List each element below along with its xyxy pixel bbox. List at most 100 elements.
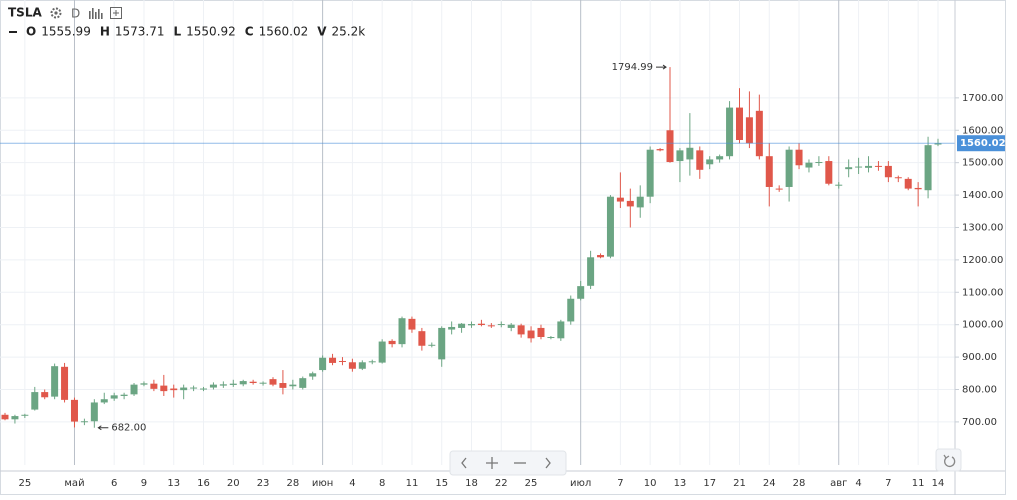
y-tick-label: 1200.00 [962, 255, 1003, 266]
candle-body [51, 366, 59, 397]
candle-body [438, 327, 446, 360]
legend-value: 1555.99 [41, 25, 91, 39]
candle-body [180, 387, 188, 391]
candle-body [299, 378, 307, 388]
x-tick-label: май [64, 478, 84, 489]
candle-body [358, 362, 366, 369]
candle-body [507, 324, 515, 328]
legend-key: L [174, 25, 182, 39]
legend-value: 25.2k [332, 25, 366, 39]
candle-body [785, 149, 793, 187]
x-tick-label: 28 [286, 478, 299, 489]
candle-body [398, 318, 406, 345]
y-tick-label: 800.00 [962, 384, 997, 395]
legend-value: 1550.92 [186, 25, 236, 39]
candle-body [338, 360, 346, 362]
candle-body [527, 330, 535, 339]
candle-body [646, 149, 654, 197]
x-tick-label: 28 [793, 478, 806, 489]
candle-body [765, 156, 773, 187]
candle-body [587, 257, 595, 286]
x-tick-label: июл [570, 478, 591, 489]
candle-body [368, 361, 376, 363]
x-tick-label: 8 [379, 478, 385, 489]
compare-icon[interactable] [89, 8, 103, 19]
candle-body [249, 381, 257, 384]
x-tick-label: 17 [703, 478, 716, 489]
candle-body [825, 161, 833, 184]
candle-body [865, 165, 873, 168]
legend-value: 1560.02 [259, 25, 309, 39]
candle-body [676, 150, 684, 162]
scroll-right-button[interactable] [545, 457, 551, 469]
x-tick-label: 23 [257, 478, 270, 489]
x-tick-label: 15 [435, 478, 448, 489]
candle-body [497, 324, 505, 326]
candle-body [616, 197, 624, 202]
y-tick-label: 1500.00 [962, 158, 1003, 169]
x-tick-label: авг [830, 478, 847, 489]
reset-button[interactable] [935, 448, 962, 472]
y-tick-label: 1400.00 [962, 190, 1003, 201]
y-tick-label: 1100.00 [962, 287, 1003, 298]
header: TSLA D O 1555.99 H 1573.71 L 1550.92 C 1560.02 V… [8, 6, 365, 39]
annotation-label: 1794.99 [612, 62, 653, 73]
candle-body [884, 165, 892, 178]
settings-icon[interactable] [50, 7, 62, 19]
price-badge-label: 1560.02 [960, 138, 1006, 149]
scroll-left-button[interactable] [461, 457, 467, 469]
y-tick-label: 1700.00 [962, 93, 1003, 104]
legend-key: O [26, 25, 36, 39]
navigation [449, 448, 962, 476]
candle-body [537, 327, 545, 338]
candle-body [666, 130, 674, 163]
candle-body [31, 392, 39, 410]
candle-body [636, 196, 644, 208]
y-tick-label: 1000.00 [962, 320, 1003, 331]
x-tick-label: 7 [885, 478, 891, 489]
interval[interactable]: D [71, 7, 80, 21]
candle-body [874, 165, 882, 167]
zoom-in-button[interactable] [486, 457, 498, 469]
candle-body [448, 326, 456, 330]
candle-body [80, 421, 88, 423]
add-indicator-icon[interactable] [110, 7, 122, 19]
candle-body [90, 402, 98, 422]
candle-body [279, 383, 287, 388]
candle-body [61, 366, 69, 400]
x-tick-label: 10 [644, 478, 657, 489]
candle-body [1, 414, 9, 420]
x-tick-label: 14 [932, 478, 945, 489]
candle-body [855, 166, 863, 168]
candle-body [696, 150, 704, 170]
candle-body [795, 149, 803, 166]
x-tick-label: 9 [141, 478, 147, 489]
candle-body [606, 196, 614, 257]
candle-body [289, 384, 297, 387]
candle-body [716, 156, 724, 160]
candle-body [924, 145, 932, 191]
candle-body [477, 323, 485, 326]
candle-body [41, 392, 49, 398]
price-badge [957, 135, 1005, 152]
x-tick-label: 18 [465, 478, 478, 489]
x-tick-label: 13 [167, 478, 180, 489]
candle-body [904, 178, 912, 189]
candle-body [557, 321, 565, 339]
y-tick-label: 1600.00 [962, 125, 1003, 136]
candle-body [329, 357, 337, 363]
candle-body [309, 373, 317, 377]
x-tick-label: 25 [18, 478, 31, 489]
candle-body [239, 381, 247, 385]
candle-body [229, 383, 237, 385]
candle-body [914, 187, 922, 190]
candle-body [150, 383, 158, 389]
candle-body [835, 184, 843, 186]
ohlcv-legend: O 1555.99 H 1573.71 L 1550.92 C 1560.02 V 25.2k [26, 25, 365, 39]
candle-body [408, 318, 416, 330]
candle-body [110, 395, 118, 399]
candle-body [755, 110, 763, 157]
grid [0, 0, 959, 465]
